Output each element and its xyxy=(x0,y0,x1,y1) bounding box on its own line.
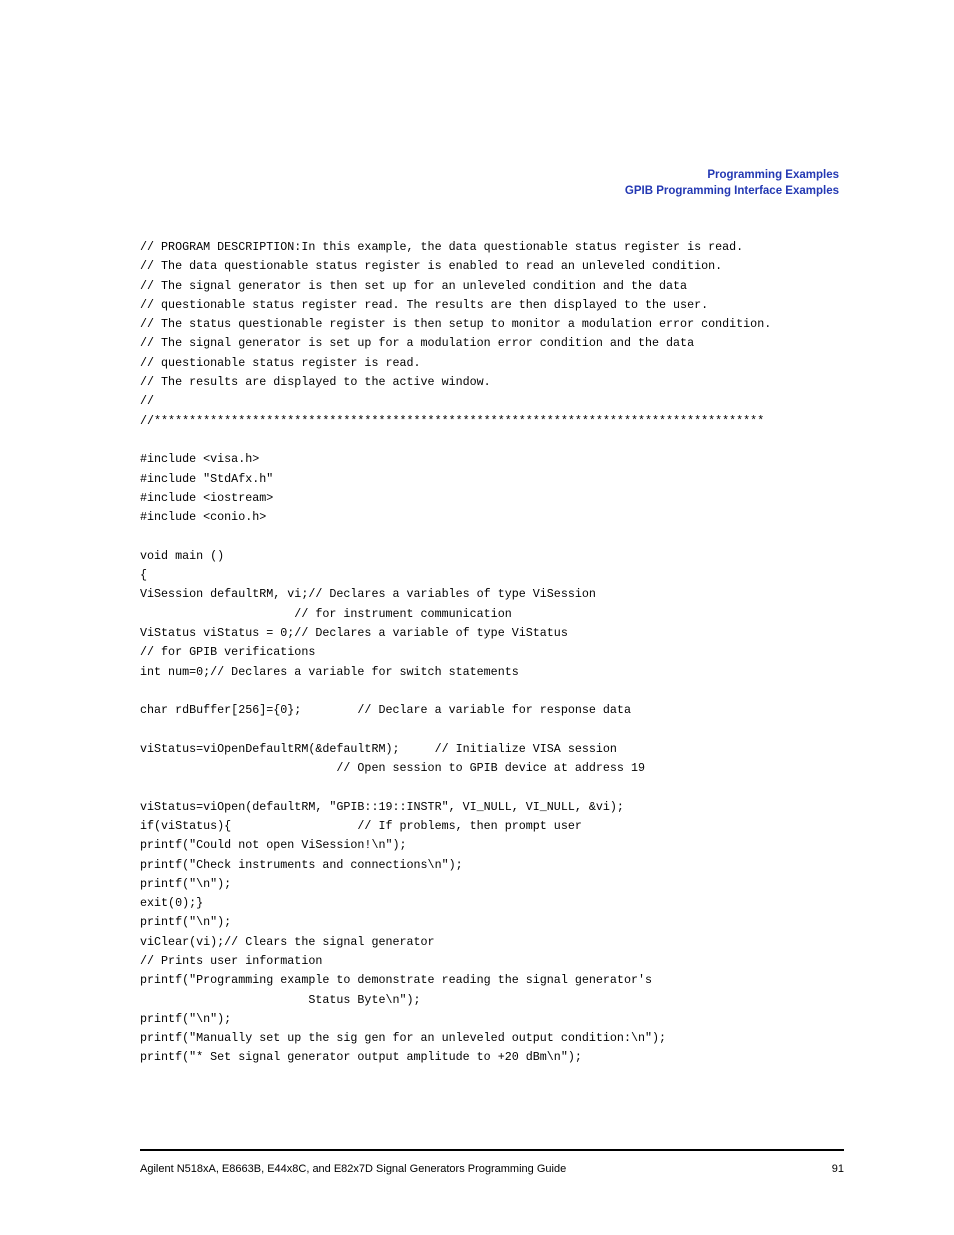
document-page: Programming Examples GPIB Programming In… xyxy=(0,0,954,1235)
header-chapter: Programming Examples xyxy=(625,168,839,184)
footer-divider xyxy=(140,1149,844,1151)
footer-title: Agilent N518xA, E8663B, E44x8C, and E82x… xyxy=(140,1163,566,1175)
page-footer: Agilent N518xA, E8663B, E44x8C, and E82x… xyxy=(140,1163,844,1175)
header-section: GPIB Programming Interface Examples xyxy=(625,184,839,200)
page-number: 91 xyxy=(832,1163,844,1175)
code-listing: // PROGRAM DESCRIPTION:In this example, … xyxy=(140,238,844,1068)
page-header: Programming Examples GPIB Programming In… xyxy=(625,168,839,199)
